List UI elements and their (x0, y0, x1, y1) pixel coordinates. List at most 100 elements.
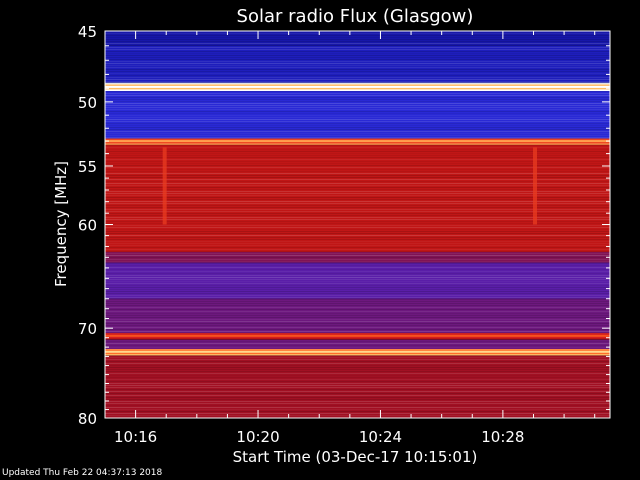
channel-stripe (105, 301, 610, 302)
x-axis-label: Start Time (03-Dec-17 10:15:01) (233, 448, 478, 466)
channel-stripe (105, 327, 610, 328)
updated-timestamp: Updated Thu Feb 22 04:37:13 2018 (2, 468, 163, 478)
channel-stripe (105, 235, 610, 236)
x-tick-label: 10:24 (359, 428, 402, 446)
channel-stripe (105, 159, 610, 160)
intensity-region (105, 298, 610, 333)
channel-stripe (105, 59, 610, 60)
channel-stripe (105, 271, 610, 272)
channel-stripe (105, 153, 610, 154)
channel-stripe (105, 311, 610, 312)
channel-stripe (105, 145, 610, 146)
channel-stripe (105, 219, 610, 220)
channel-stripe (105, 217, 610, 218)
channel-stripe (105, 295, 610, 296)
channel-stripe (105, 413, 610, 414)
channel-stripe (105, 195, 610, 196)
channel-stripe (105, 89, 610, 90)
channel-stripe (105, 171, 610, 172)
channel-stripe (105, 77, 610, 78)
channel-stripe (105, 257, 610, 258)
channel-stripe (105, 255, 610, 256)
channel-stripe (105, 315, 610, 316)
channel-stripe (105, 73, 610, 74)
channel-stripe (105, 415, 610, 416)
channel-stripe (105, 393, 610, 394)
channel-stripe (105, 37, 610, 38)
channel-stripe (105, 117, 610, 118)
channel-stripe (105, 121, 610, 122)
channel-stripe (105, 383, 610, 384)
channel-stripe (105, 245, 610, 246)
channel-stripe (105, 309, 610, 310)
channel-stripe (105, 57, 610, 58)
channel-stripe (105, 377, 610, 378)
channel-stripe (105, 359, 610, 360)
channel-stripe (105, 49, 610, 50)
channel-stripe (105, 329, 610, 330)
channel-stripe (105, 399, 610, 400)
channel-stripe (105, 297, 610, 298)
channel-stripe (105, 241, 610, 242)
channel-stripe (105, 233, 610, 234)
channel-stripe (105, 321, 610, 322)
channel-stripe (105, 61, 610, 62)
channel-stripe (105, 175, 610, 176)
channel-stripe (105, 183, 610, 184)
channel-stripe (105, 391, 610, 392)
intensity-region (105, 31, 610, 46)
channel-stripe (105, 389, 610, 390)
channel-stripe (105, 275, 610, 276)
channel-stripe (105, 193, 610, 194)
channel-stripe (105, 79, 610, 80)
channel-stripe (105, 289, 610, 290)
channel-stripe (105, 185, 610, 186)
channel-stripe (105, 157, 610, 158)
channel-stripe (105, 169, 610, 170)
y-tick-label: 55 (78, 158, 97, 176)
y-tick-label: 70 (78, 320, 97, 338)
channel-stripe (105, 357, 610, 358)
channel-stripe (105, 229, 610, 230)
channel-stripe (105, 189, 610, 190)
channel-stripe (105, 197, 610, 198)
channel-stripe (105, 263, 610, 264)
channel-stripe (105, 225, 610, 226)
channel-stripe (105, 339, 610, 340)
channel-stripe (105, 137, 610, 138)
channel-stripe (105, 397, 610, 398)
channel-stripe (105, 161, 610, 162)
channel-stripe (105, 317, 610, 318)
channel-stripe (105, 177, 610, 178)
channel-stripe (105, 243, 610, 244)
x-tick-label: 10:20 (236, 428, 279, 446)
intensity-region (105, 251, 610, 263)
axes: 45 50 55 60 70 80 10:16 10:20 10:24 10:28 (78, 23, 611, 446)
channel-stripe (105, 33, 610, 34)
channel-stripe (105, 115, 610, 116)
x-tick-label: 10:28 (481, 428, 524, 446)
channel-stripe (105, 331, 610, 332)
intensity-region (105, 262, 610, 299)
spectrogram-plot (105, 31, 610, 418)
channel-stripe (105, 163, 610, 164)
channel-stripe (105, 291, 610, 292)
channel-stripe (105, 187, 610, 188)
channel-stripe (105, 287, 610, 288)
channel-stripe (105, 343, 610, 344)
channel-stripe (105, 323, 610, 324)
channel-stripe (105, 111, 610, 112)
channel-stripe (105, 385, 610, 386)
y-tick-label: 45 (78, 23, 97, 41)
channel-stripe (105, 133, 610, 134)
channel-stripe (105, 135, 610, 136)
channel-stripe (105, 191, 610, 192)
channel-stripe (105, 293, 610, 294)
channel-stripe (105, 355, 610, 356)
channel-stripe (105, 259, 610, 260)
channel-stripe (105, 165, 610, 166)
channel-stripe (105, 305, 610, 306)
channel-stripe (105, 261, 610, 262)
channel-stripe (105, 67, 610, 68)
channel-stripe (105, 269, 610, 270)
